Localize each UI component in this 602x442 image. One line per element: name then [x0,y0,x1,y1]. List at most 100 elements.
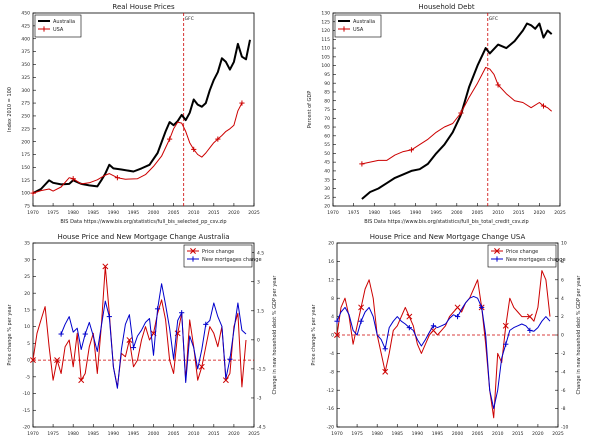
y-tick-label: 30 [324,186,330,192]
data-point [179,310,185,316]
legend-marker [190,256,196,262]
y-tick-label: 325 [21,75,30,81]
data-point [191,146,197,152]
y-tick-label: -4 [330,351,335,357]
y-tick-label: 105 [321,54,330,60]
legend-label: Australia [353,19,375,25]
data-point [502,322,509,329]
x-tick-label: 2015 [208,431,220,437]
data-point [222,377,229,384]
y2-tick-label: -10 [561,425,568,431]
plot-frame [332,12,561,207]
y-tick-label: 400 [21,36,30,42]
x-tick-label: 1985 [392,431,404,437]
y-tick-label: 30 [24,257,30,263]
x-tick-label: 2010 [188,210,200,216]
legend-frame [183,244,253,268]
series-australia [361,22,553,200]
legend-label: USA [353,27,364,33]
y-tick-label: 60 [324,133,330,139]
series-line [60,283,247,389]
y2-axis-label: Change in new household debt % GDP per y… [576,275,582,395]
data-point [106,314,112,320]
y2-tick-label: -8 [561,406,566,412]
y-tick-label: 250 [21,114,30,120]
y-tick-label: 90 [324,81,330,87]
data-point [540,103,547,109]
chart-real-house-prices: Real House Prices 1970 1975 1980 1985 1990 199… [7,3,260,225]
x-tick-label: 1975 [47,210,59,216]
y-axis-label: Price change % per year [311,303,317,365]
data-point [54,357,61,364]
plot-frame [32,12,255,207]
data-point [479,304,485,310]
data-point [408,147,415,153]
y-tick-label: 5 [27,341,30,347]
data-point [30,190,36,196]
data-point [114,175,120,181]
x-axis-label: BIS Data https://www.bis.org/statistics/… [60,219,226,225]
x-tick-label: 1970 [27,431,39,437]
data-point [126,337,133,343]
x-tick-label: 1995 [432,431,444,437]
y-tick-label: -16 [327,406,334,412]
y-tick-label: 75 [24,204,30,210]
x-tick-label: 2025 [552,431,564,437]
y-tick-label: 75 [324,107,330,113]
series-price-change [30,263,247,388]
data-point [167,136,173,142]
data-point [154,306,161,312]
data-point [334,332,340,338]
y-tick-label: -15 [23,408,30,414]
y-tick-label: 55 [324,142,330,148]
y-tick-label: 120 [321,28,330,34]
chart-household-debt: Household Debt 1970 1975 1980 1985 1990 1995 20… [307,3,566,225]
series-line [361,66,553,165]
y-tick-label: 16 [328,259,334,265]
x-tick-label: 2005 [168,210,180,216]
legend-marker [190,248,196,254]
chart-title: Real House Prices [112,3,175,11]
x-tick-label: 1980 [67,431,79,437]
y2-tick-label: -2 [561,351,566,357]
x-tick-label: 1990 [108,210,120,216]
y2-tick-label: 2 [561,314,564,320]
data-point [503,341,509,347]
x-tick-label: 1990 [410,210,422,216]
y-tick-label: 20 [324,204,330,210]
legend: Australia USA [334,14,382,38]
y-tick-label: 150 [21,165,30,171]
series-new-mortgages-change [58,283,247,389]
y-tick-label: 15 [24,308,30,314]
y-tick-label: 4 [331,314,334,320]
x-tick-label: 2010 [492,210,504,216]
data-point [203,321,209,327]
x-tick-label: 1995 [430,210,442,216]
data-point [527,327,533,333]
x-tick-label: 1975 [348,210,360,216]
data-point [30,357,36,364]
y2-tick-label: 8 [561,259,564,265]
chart-price-mortgage-change-usa: House Price and New Mortgage Change USA 1… [311,233,582,437]
x-tick-label: 1985 [88,210,100,216]
series-line [32,102,243,194]
x-tick-label: 2025 [248,431,260,437]
y2-tick-label: -4 [561,369,566,375]
data-point [495,82,501,88]
legend: Price change New mortgages change [183,244,262,268]
x-tick-label: 2020 [228,431,240,437]
legend: Australia USA [34,14,82,38]
y-tick-label: 115 [321,37,330,43]
x-tick-label: 1970 [327,210,339,216]
y-tick-label: 375 [21,49,30,55]
x-tick-label: 1980 [67,210,79,216]
x-tick-label: 2000 [148,431,160,437]
legend-label: New mortgages change [202,257,262,263]
x-tick-label: 2020 [228,210,240,216]
y-tick-label: 130 [321,11,330,17]
y-tick-label: 85 [324,90,330,96]
y-tick-label: 12 [328,277,334,283]
y-tick-label: 275 [21,101,30,107]
data-point [382,346,388,352]
